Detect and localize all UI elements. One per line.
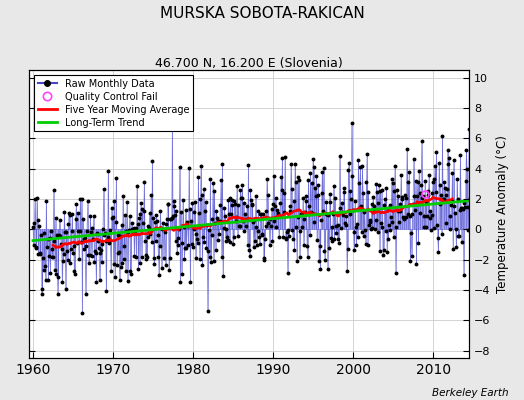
Text: MURSKA SOBOTA-RAKICAN: MURSKA SOBOTA-RAKICAN — [160, 6, 364, 21]
Y-axis label: Temperature Anomaly (°C): Temperature Anomaly (°C) — [496, 135, 509, 293]
Legend: Raw Monthly Data, Quality Control Fail, Five Year Moving Average, Long-Term Tren: Raw Monthly Data, Quality Control Fail, … — [34, 75, 193, 131]
Text: Berkeley Earth: Berkeley Earth — [432, 388, 508, 398]
Title: 46.700 N, 16.200 E (Slovenia): 46.700 N, 16.200 E (Slovenia) — [155, 57, 343, 70]
